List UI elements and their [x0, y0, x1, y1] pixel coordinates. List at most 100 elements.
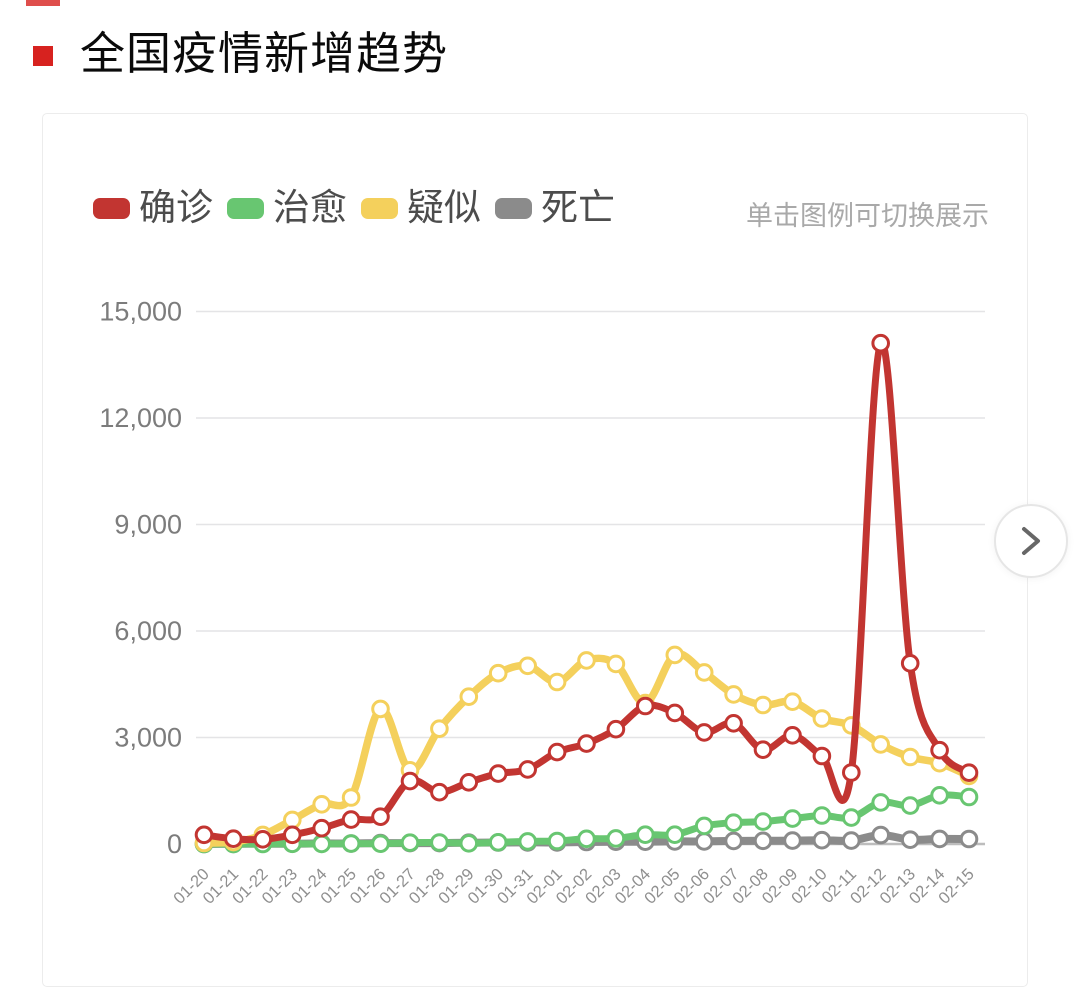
title-bullet-icon — [33, 45, 53, 66]
legend-swatch-suspected — [361, 197, 398, 219]
data-point-suspected — [871, 735, 891, 754]
data-point-confirmed — [488, 764, 508, 783]
legend-item-suspected[interactable]: 疑似 — [361, 186, 481, 230]
data-point-confirmed — [753, 740, 773, 760]
data-point-suspected — [753, 695, 773, 715]
data-point-confirmed — [400, 771, 420, 791]
data-point-cured — [812, 806, 832, 825]
legend-item-cured[interactable]: 治愈 — [227, 186, 347, 230]
data-point-cured — [488, 833, 508, 852]
data-point-death — [812, 830, 832, 850]
legend-hint: 单击图例可切换展示 — [746, 201, 989, 231]
data-point-cured — [577, 829, 596, 849]
trend-line-chart: 03,0006,0009,00012,00015,00001-2001-2101… — [99, 297, 985, 908]
data-point-confirmed — [783, 726, 802, 745]
data-point-suspected — [577, 651, 596, 670]
data-point-suspected — [606, 654, 626, 674]
legend-item-death[interactable]: 死亡 — [495, 186, 615, 230]
data-point-cured — [900, 796, 920, 815]
data-point-suspected — [371, 699, 390, 719]
legend-label: 死亡 — [541, 187, 615, 228]
data-point-suspected — [283, 810, 302, 830]
title-row: 全国疫情新增趋势 — [33, 28, 448, 80]
data-point-confirmed — [636, 696, 655, 716]
data-point-cured — [930, 786, 949, 805]
data-point-confirmed — [283, 825, 302, 845]
legend-item-confirmed[interactable]: 确诊 — [93, 186, 213, 230]
data-point-cured — [842, 808, 861, 827]
legend-label: 疑似 — [407, 187, 481, 228]
data-point-cured — [694, 816, 714, 836]
data-point-confirmed — [253, 830, 273, 849]
data-point-cured — [518, 832, 538, 851]
data-point-confirmed — [371, 807, 390, 827]
data-point-cured — [459, 834, 479, 853]
data-point-suspected — [430, 719, 449, 739]
data-point-confirmed — [842, 763, 861, 782]
data-point-death — [959, 829, 979, 849]
data-point-confirmed — [459, 773, 479, 792]
y-tick-label: 12,000 — [99, 403, 182, 433]
data-point-death — [753, 831, 773, 851]
chevron-right-icon — [1022, 527, 1040, 555]
data-point-cured — [724, 813, 743, 833]
data-point-confirmed — [224, 829, 243, 849]
data-point-cured — [547, 831, 567, 851]
data-point-suspected — [459, 687, 479, 707]
data-point-confirmed — [194, 825, 214, 845]
data-point-cured — [341, 834, 361, 853]
data-point-confirmed — [724, 714, 743, 733]
data-point-cured — [871, 793, 891, 812]
data-point-suspected — [341, 788, 361, 807]
data-point-confirmed — [430, 782, 449, 802]
data-point-death — [783, 831, 802, 850]
data-point-cured — [753, 812, 773, 831]
legend-swatch-death — [495, 197, 532, 219]
carousel-next-button[interactable] — [994, 504, 1068, 578]
data-point-suspected — [312, 795, 332, 814]
data-point-confirmed — [577, 734, 596, 753]
y-tick-label: 9,000 — [114, 510, 182, 540]
legend-swatch-cured — [227, 197, 264, 219]
data-point-confirmed — [547, 742, 567, 762]
data-point-cured — [400, 833, 420, 853]
data-point-death — [871, 825, 891, 845]
data-point-confirmed — [900, 654, 920, 673]
y-tick-label: 0 — [167, 829, 182, 859]
data-point-confirmed — [312, 818, 332, 838]
data-point-suspected — [900, 747, 920, 767]
data-point-death — [724, 831, 743, 851]
legend-swatch-confirmed — [93, 197, 130, 219]
legend-label: 治愈 — [273, 187, 347, 228]
chart-card: 确诊 治愈 疑似 死亡 单击图例可切换展示 0 3,000 6,000 9,000 12,00… — [42, 113, 1028, 987]
legend-label: 确诊 — [139, 187, 213, 228]
cropped-red-bullet — [26, 0, 60, 6]
data-point-confirmed — [959, 763, 979, 783]
data-point-cured — [371, 834, 390, 854]
data-point-cured — [636, 825, 655, 845]
data-point-cured — [665, 825, 685, 845]
data-point-cured — [312, 834, 332, 854]
data-point-suspected — [665, 645, 685, 665]
data-point-suspected — [694, 663, 714, 682]
page-title: 全国疫情新增趋势 — [80, 28, 449, 79]
data-point-cured — [606, 829, 626, 848]
data-point-cured — [783, 809, 802, 828]
data-point-death — [694, 832, 714, 851]
data-point-death — [930, 829, 949, 849]
data-point-death — [842, 831, 861, 850]
data-point-confirmed — [665, 703, 685, 723]
y-tick-label: 3,000 — [114, 723, 182, 753]
data-point-death — [900, 830, 920, 850]
data-point-suspected — [488, 663, 508, 683]
data-point-cured — [430, 833, 449, 852]
data-point-suspected — [547, 672, 567, 692]
data-point-suspected — [812, 709, 832, 728]
data-point-confirmed — [812, 746, 832, 766]
data-point-confirmed — [930, 740, 949, 760]
data-point-confirmed — [341, 810, 361, 829]
data-point-suspected — [518, 656, 538, 676]
data-point-confirmed — [518, 760, 538, 779]
data-point-confirmed — [871, 333, 891, 353]
